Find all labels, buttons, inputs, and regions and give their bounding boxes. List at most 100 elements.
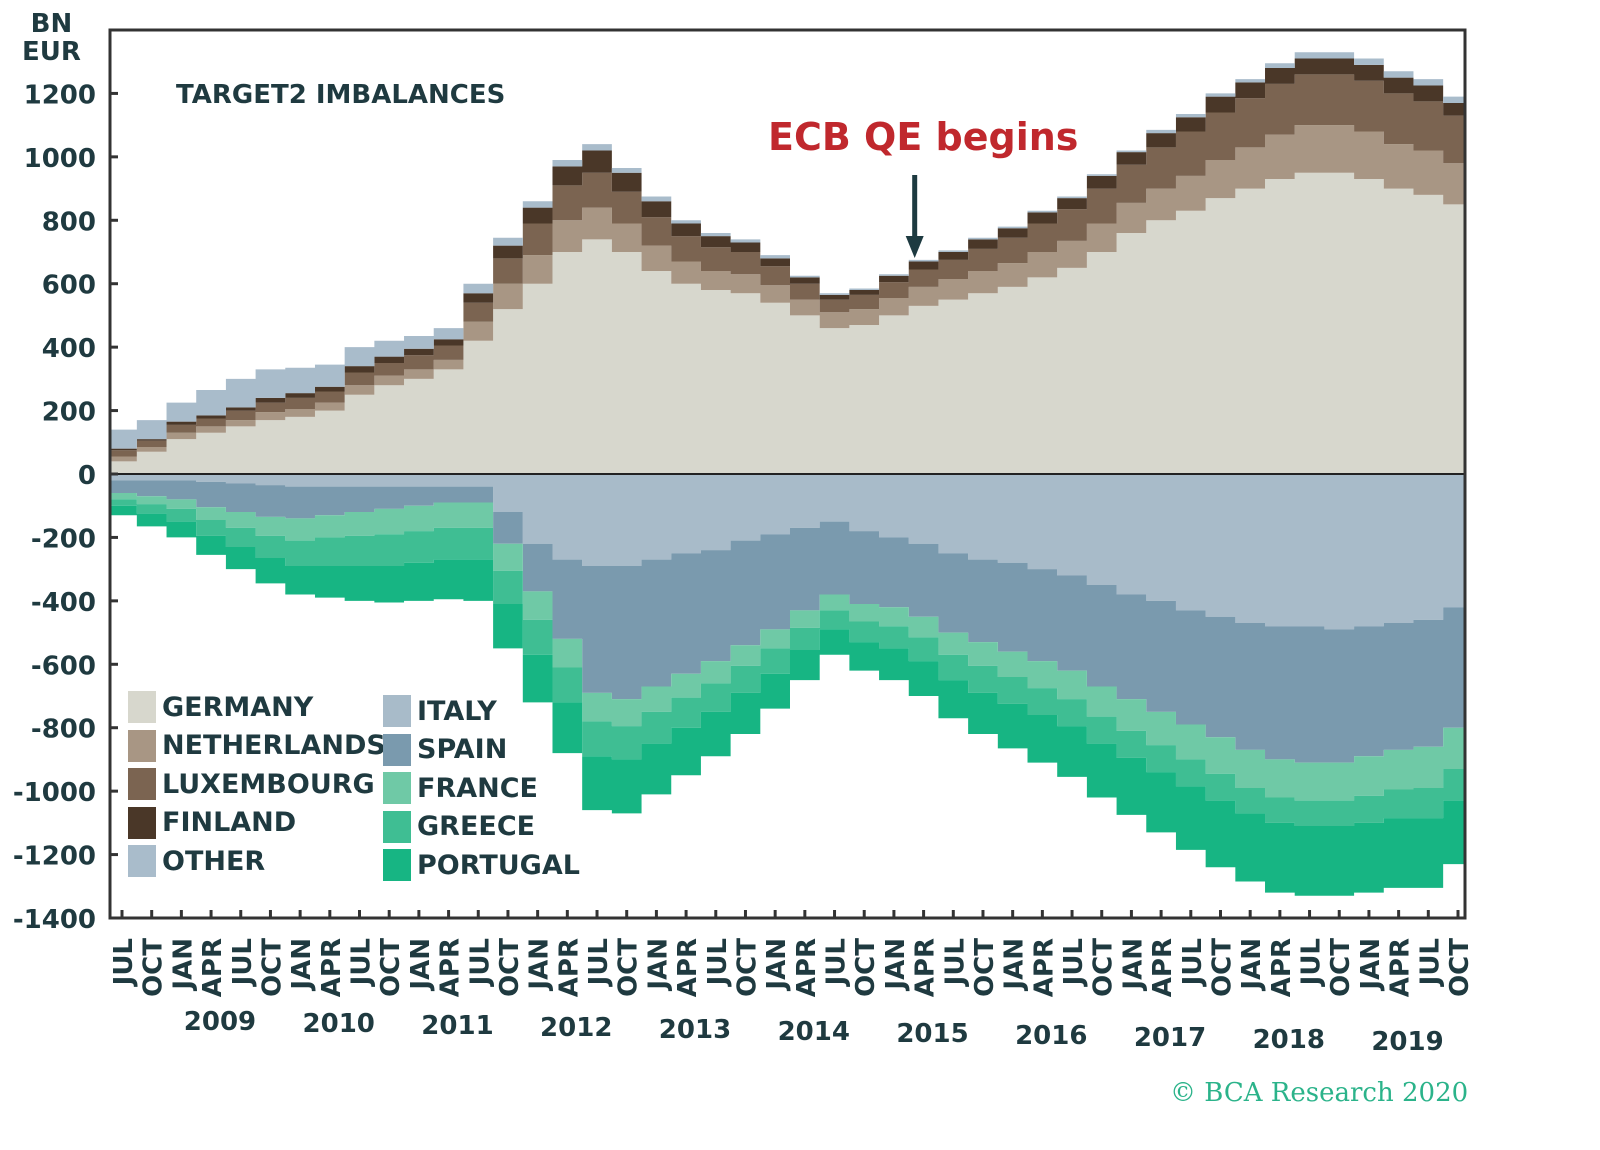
x-tick-label: OCT — [614, 938, 644, 997]
x-tick-label: JAN — [287, 938, 317, 992]
year-label: 2012 — [540, 1013, 612, 1043]
area-netherlands — [110, 125, 1465, 462]
legend-item-italy: ITALY — [383, 694, 497, 728]
x-tick-label: JUL — [109, 938, 139, 987]
legend-swatch — [383, 772, 411, 804]
y-tick-label: 1200 — [24, 80, 96, 110]
x-tick-label: APR — [792, 938, 822, 997]
legend-label: GREECE — [417, 811, 536, 842]
legend-item-finland: FINLAND — [128, 806, 296, 840]
x-tick-label: JUL — [465, 938, 495, 987]
x-tick-label: JAN — [881, 938, 911, 992]
x-tick-label: JUL — [584, 938, 614, 987]
x-tick-label: APR — [436, 938, 466, 997]
y-tick-label: 400 — [42, 334, 96, 364]
area-italy — [110, 474, 1465, 630]
legend-label: NETHERLANDS — [162, 730, 386, 761]
x-tick-label: OCT — [732, 938, 762, 997]
legend-swatch — [128, 691, 156, 723]
x-tick-label: JUL — [703, 938, 733, 987]
year-label: 2015 — [896, 1019, 968, 1049]
year-label: 2013 — [659, 1015, 731, 1045]
y-tick-label: -1400 — [13, 905, 96, 935]
x-tick-label: JAN — [525, 938, 555, 992]
legend-swatch — [128, 845, 156, 877]
x-tick-label: JUL — [1415, 938, 1445, 987]
legend-swatch — [383, 849, 411, 881]
x-tick-label: JAN — [1356, 938, 1386, 992]
legend-item-spain: SPAIN — [383, 733, 507, 767]
x-tick-label: OCT — [970, 938, 1000, 997]
annotation-arrow-head — [905, 236, 924, 258]
legend-swatch — [128, 729, 156, 762]
year-label: 2019 — [1371, 1027, 1443, 1057]
x-tick-label: APR — [554, 938, 584, 997]
year-label: 2010 — [303, 1009, 375, 1039]
year-label: 2011 — [421, 1011, 493, 1041]
legend-swatch — [128, 806, 156, 839]
area-greece — [110, 499, 1465, 827]
legend-label: LUXEMBOURG — [162, 768, 375, 800]
year-label: 2009 — [184, 1007, 256, 1037]
y-tick-label: -1000 — [13, 778, 96, 808]
x-tick-label: JUL — [1178, 938, 1208, 987]
legend-item-other: OTHER — [128, 844, 265, 878]
unit-line-1: BN — [30, 9, 73, 39]
x-tick-label: APR — [317, 938, 347, 997]
x-tick-label: OCT — [1326, 938, 1356, 997]
y-tick-label: 0 — [78, 461, 96, 491]
chart-title: TARGET2 IMBALANCES — [176, 80, 506, 110]
legend-item-netherlands: NETHERLANDS — [128, 729, 386, 763]
legend-item-germany: GERMANY — [128, 690, 313, 724]
x-tick-label: APR — [1267, 938, 1297, 997]
x-tick-label: JUL — [1297, 938, 1327, 987]
y-tick-label: -600 — [31, 651, 96, 681]
legend-label: ITALY — [417, 695, 497, 727]
y-tick-label: -200 — [31, 524, 96, 554]
x-tick-label: JAN — [1118, 938, 1148, 992]
y-tick-label: -400 — [31, 588, 96, 618]
legend-item-france: FRANCE — [383, 771, 538, 805]
x-tick-label: JUL — [1059, 938, 1089, 987]
x-tick-label: APR — [1386, 938, 1416, 997]
legend-swatch — [383, 733, 411, 766]
legend-item-luxembourg: LUXEMBOURG — [128, 767, 375, 801]
legend-item-greece: GREECE — [383, 810, 535, 844]
year-label: 2017 — [1134, 1023, 1206, 1053]
area-france — [110, 493, 1465, 801]
legend-label: SPAIN — [417, 734, 508, 765]
y-tick-label: -1200 — [13, 842, 96, 872]
x-tick-label: OCT — [495, 938, 525, 997]
area-germany — [110, 172, 1465, 474]
x-tick-label: OCT — [1207, 938, 1237, 997]
y-tick-label: 600 — [42, 271, 96, 301]
legend-swatch — [383, 810, 411, 843]
legend-swatch — [128, 768, 156, 800]
legend-label: OTHER — [162, 845, 266, 877]
x-tick-label: JAN — [762, 938, 792, 992]
x-tick-label: JAN — [643, 938, 673, 992]
legend-label: PORTUGAL — [417, 849, 580, 881]
x-tick-label: APR — [1029, 938, 1059, 997]
area-finland — [110, 58, 1465, 451]
y-tick-label: -800 — [31, 715, 96, 745]
x-tick-label: OCT — [376, 938, 406, 997]
x-tick-label: JAN — [168, 938, 198, 992]
x-tick-label: JAN — [1237, 938, 1267, 992]
year-label: 2014 — [778, 1017, 850, 1047]
x-tick-label: JAN — [406, 938, 436, 992]
legend-item-portugal: PORTUGAL — [383, 848, 580, 882]
area-portugal — [110, 505, 1465, 896]
x-tick-label: OCT — [139, 938, 169, 997]
x-tick-label: JUL — [228, 938, 258, 987]
x-tick-label: OCT — [851, 938, 881, 997]
year-label: 2016 — [1015, 1021, 1087, 1051]
x-tick-label: APR — [911, 938, 941, 997]
x-tick-label: APR — [198, 938, 228, 997]
x-tick-label: OCT — [1089, 938, 1119, 997]
year-label: 2018 — [1253, 1025, 1325, 1055]
x-tick-label: JUL — [822, 938, 852, 987]
x-tick-label: JAN — [1000, 938, 1030, 992]
area-luxembourg — [110, 74, 1465, 457]
